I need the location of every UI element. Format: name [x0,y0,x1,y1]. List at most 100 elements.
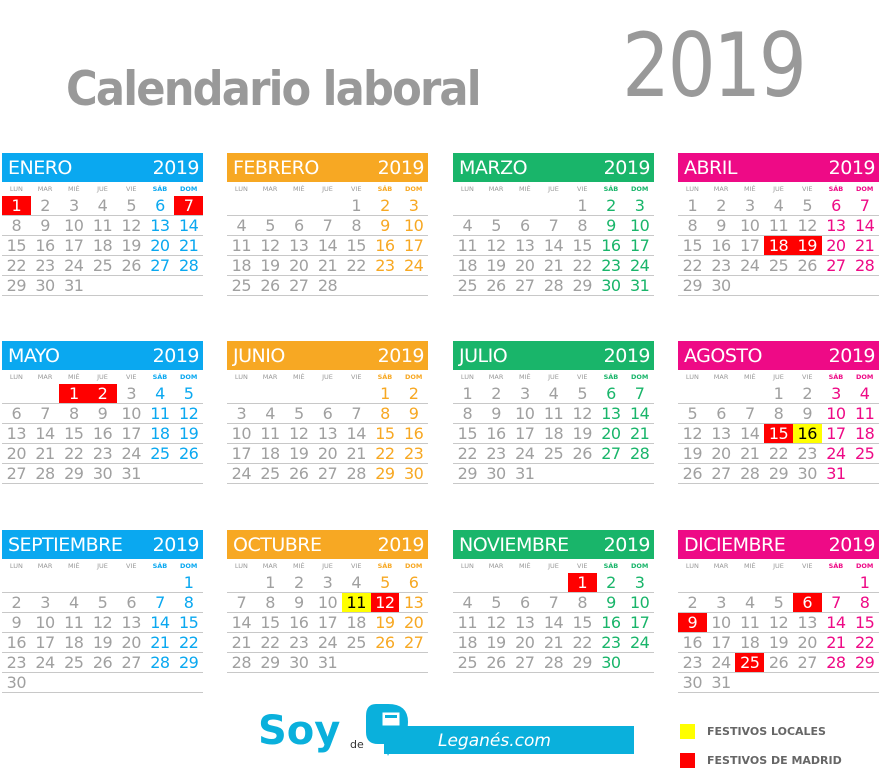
week-row: 4 5 6 7 8 9 10 [453,593,654,613]
weekday-label: MIÉ [743,185,756,193]
week-row: 16 17 18 19 20 21 22 [678,633,879,653]
day-cell: 10 [231,424,252,443]
day-cell: 27 [317,464,338,483]
day-cell: 10 [629,216,650,235]
day-cell: 5 [126,196,137,215]
day-cell: 23 [711,256,731,275]
week-row: 1 [2,573,203,593]
week-row: 5 6 7 8 9 10 11 [678,404,879,424]
day-cell: 29 [768,464,789,483]
day-cell: 17 [64,236,84,255]
day-cell: 17 [35,633,55,652]
day-cell: 17 [317,613,338,632]
day-cell: 19 [486,633,506,652]
weekday-label: SÁB [828,185,844,193]
week-row: 25 26 27 28 [227,276,428,296]
day-cell: 26 [768,653,789,672]
day-cell: 26 [260,276,280,295]
day-cell: 4 [773,196,784,215]
day-cell: 27 [515,276,535,295]
day-cell: 25 [457,276,478,295]
day-cell: 1 [265,573,275,592]
day-cell: 11 [457,613,478,632]
weekday-label: JUE [548,185,559,193]
week-row: 17 18 19 20 21 22 23 [227,444,428,464]
day-cell: 26 [486,276,506,295]
day-cell: 6 [11,404,22,423]
day-cell: 4 [265,404,275,423]
week-row: 22 23 24 25 26 27 28 [2,256,203,276]
week-row: 21 22 23 24 25 26 27 [227,633,428,653]
day-cell: 29 [6,276,27,295]
weekday-label: MIÉ [292,373,305,381]
weekday-label: DOM [404,562,423,570]
month-name: ABRIL [684,156,737,179]
weekday-label: MIÉ [518,562,531,570]
day-cell: 31 [629,276,650,295]
weekday-label: VIE [350,373,362,381]
day-cell: 2 [687,593,698,612]
day-cell: 18 [231,256,252,275]
day-cell: 12 [486,236,506,255]
day-cell: 3 [126,384,137,403]
day-cell: 15 [457,424,478,443]
weekday-label: MAR [37,373,53,381]
soy-de-leganes-logo[interactable]: Soy de Leganés.com [258,702,638,762]
weekday-label: LUN [234,373,248,381]
empty-cell [117,573,146,592]
weekday-header-row: LUN MAR MIÉ JUE VIE SÁB DOM [453,559,654,573]
weekday-label: SÁB [377,185,393,193]
empty-cell [453,196,482,215]
day-cell-madrid-holiday: 1 [59,384,89,403]
weekday-label: JUE [548,562,559,570]
day-cell: 10 [64,216,84,235]
day-cell: 6 [155,196,165,215]
day-cell: 3 [408,196,419,215]
day-cell: 30 [601,276,621,295]
month-name: JUNIO [233,344,285,367]
day-cell: 28 [150,653,170,672]
week-row: 22 23 24 25 26 27 28 [678,256,879,276]
week-row: 18 19 20 21 22 23 24 [453,256,654,276]
day-cell: 13 [601,404,621,423]
day-cell: 21 [150,633,170,652]
empty-cell [342,384,371,403]
day-cell: 5 [183,384,194,403]
day-cell: 7 [548,593,559,612]
day-cell: 25 [260,464,280,483]
month-year: 2019 [152,344,200,367]
day-cell: 18 [64,633,84,652]
legend-item-madrid: FESTIVOS DE MADRID [680,750,842,769]
day-cell: 13 [289,236,309,255]
month-name: ENERO [8,156,72,179]
day-cell: 17 [403,236,424,255]
day-cell: 21 [178,236,199,255]
month-marzo: MARZO 2019 LUN MAR MIÉ JUE VIE SÁB DOM 1 2 3 4 5 6 7 8 9 1… [453,153,654,296]
day-cell: 8 [351,216,362,235]
day-cell: 3 [68,196,79,215]
empty-cell [88,573,117,592]
empty-cell [371,653,400,672]
day-cell: 16 [601,236,621,255]
day-cell: 25 [854,444,875,463]
weekday-label: LUN [9,373,23,381]
empty-cell [31,673,60,692]
day-cell: 7 [634,384,645,403]
weekday-label: MAR [488,185,504,193]
day-cell: 10 [826,404,846,423]
day-cell: 24 [403,256,424,275]
day-cell: 11 [92,216,113,235]
month-abril: ABRIL 2019 LUN MAR MIÉ JUE VIE SÁB DOM 1 2 3 4 5 6 7 8 9 1… [678,153,879,296]
day-cell: 8 [265,593,275,612]
day-cell: 29 [457,464,478,483]
week-row: 26 27 28 29 30 31 [678,464,879,484]
empty-cell [59,573,88,592]
day-cell: 20 [289,256,309,275]
madrid-holiday-swatch [680,753,695,768]
day-cell: 6 [126,593,137,612]
week-row: 11 12 13 14 15 16 17 [227,236,428,256]
day-cell: 8 [687,216,698,235]
weekday-label: VIE [125,373,137,381]
day-cell: 24 [64,256,84,275]
day-cell: 11 [543,404,564,423]
